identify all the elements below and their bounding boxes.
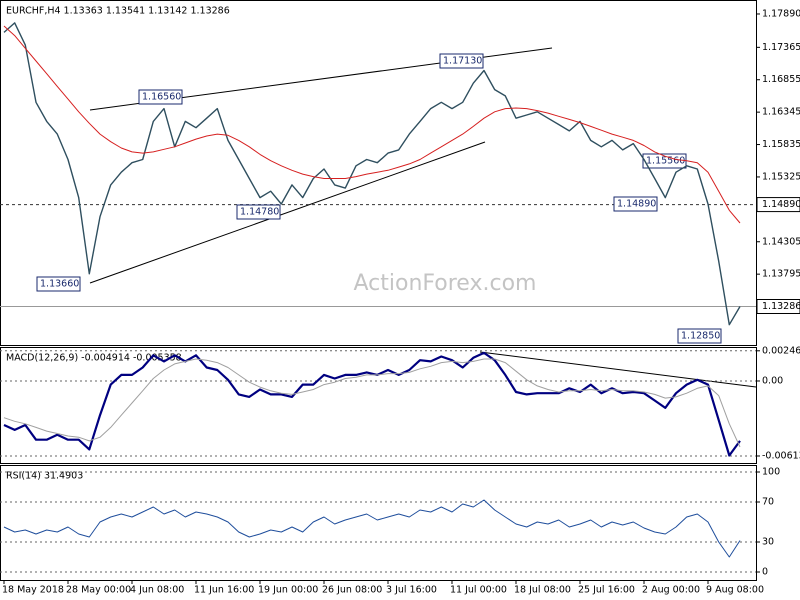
level-label-box bbox=[756, 197, 800, 213]
x-tick-label: 9 Aug 08:00 bbox=[706, 585, 764, 596]
x-tick-label: 19 Jun 00:00 bbox=[258, 585, 318, 596]
annotation: 1.14890 bbox=[617, 199, 656, 210]
y-tick-label: 100 bbox=[762, 467, 780, 478]
y-tick-label: 1.13795 bbox=[762, 269, 800, 280]
panel-frame bbox=[0, 347, 757, 464]
x-tick-label: 11 Jul 00:00 bbox=[450, 585, 507, 596]
annotation-box bbox=[613, 196, 658, 212]
series-line bbox=[3, 358, 741, 448]
x-tick-label: 2 Aug 00:00 bbox=[642, 585, 700, 596]
y-tick-label: 1.16855 bbox=[762, 74, 800, 85]
y-tick-label: 1.17890 bbox=[762, 8, 800, 19]
y-tick-label: 70 bbox=[762, 497, 774, 508]
y-tick-label: 30 bbox=[762, 537, 774, 548]
annotation: 1.13660 bbox=[40, 279, 79, 290]
annotation: 1.17130 bbox=[443, 56, 482, 67]
y-tick-label: 0.002469 bbox=[762, 345, 800, 356]
annotation: 1.15560 bbox=[646, 156, 685, 167]
series-line bbox=[3, 25, 741, 224]
annotation: 1.14780 bbox=[240, 207, 279, 218]
y-tick-label: 1.16345 bbox=[762, 107, 800, 118]
y-tick-label: 0 bbox=[762, 567, 768, 578]
y-tick-label: 1.14305 bbox=[762, 236, 800, 247]
panel-title: EURCHF,H4 1.13363 1.13541 1.13142 1.1328… bbox=[6, 6, 230, 17]
series-line bbox=[3, 499, 741, 558]
x-tick-label: 28 May 00:00 bbox=[66, 585, 131, 596]
x-tick-label: 26 Jun 08:00 bbox=[322, 585, 382, 596]
y-tick-label: 0.00 bbox=[762, 375, 783, 386]
x-tick-label: 3 Jul 16:00 bbox=[386, 585, 437, 596]
x-tick-label: 18 May 2018 bbox=[2, 585, 64, 596]
annotation-box bbox=[439, 53, 484, 69]
series-line bbox=[3, 22, 741, 326]
y-tick-label: 1.17365 bbox=[762, 42, 800, 53]
annotation-box bbox=[677, 328, 722, 344]
annotation-box bbox=[138, 89, 183, 105]
annotation: 1.16560 bbox=[142, 92, 181, 103]
level-label: 1.14890 bbox=[762, 199, 800, 210]
annotation-box bbox=[236, 204, 281, 220]
annotation-box bbox=[36, 276, 81, 292]
x-tick-label: 25 Jul 16:00 bbox=[578, 585, 635, 596]
level-label: 1.13286 bbox=[762, 301, 800, 312]
x-tick-label: 4 Jun 08:00 bbox=[130, 585, 184, 596]
panel-title: MACD(12,26,9) -0.004914 -0.005358 bbox=[6, 353, 182, 364]
watermark: ActionForex.com bbox=[354, 271, 537, 296]
annotation: 1.12850 bbox=[681, 331, 720, 342]
panel-frame bbox=[0, 0, 757, 346]
panel-title: RSI(14) 31.4903 bbox=[6, 471, 83, 482]
trend-line bbox=[89, 141, 486, 284]
series-line bbox=[3, 351, 741, 457]
y-tick-label: -0.006136 bbox=[762, 450, 800, 461]
level-label-box bbox=[756, 298, 800, 314]
x-tick-label: 18 Jul 08:00 bbox=[514, 585, 571, 596]
panel-frame bbox=[0, 465, 757, 581]
y-tick-label: 1.15835 bbox=[762, 139, 800, 150]
y-tick-label: 1.15325 bbox=[762, 171, 800, 182]
x-tick-label: 11 Jun 16:00 bbox=[194, 585, 254, 596]
